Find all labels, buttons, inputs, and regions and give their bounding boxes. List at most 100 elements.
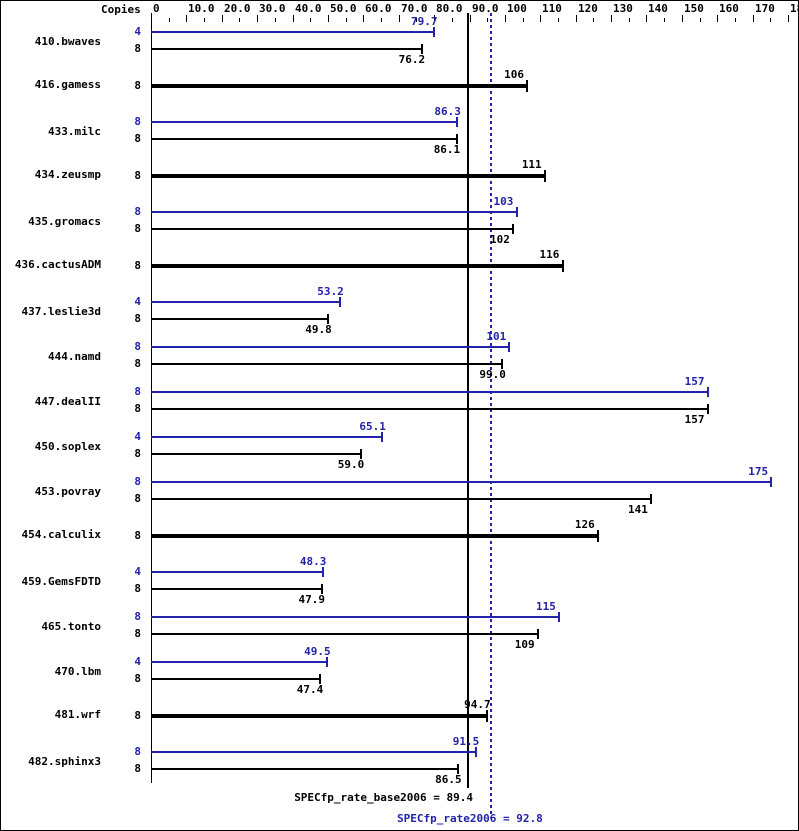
axis-tick-minor <box>239 18 240 22</box>
bar-value-label-peak: 65.1 <box>359 420 386 433</box>
bar-value-label-peak: 79.7 <box>411 15 438 28</box>
axis-tick-label: 40.0 <box>295 2 322 15</box>
axis-tick-label: 10.0 <box>188 2 215 15</box>
axis-tick-minor <box>169 18 170 22</box>
axis-tick-label: 100 <box>507 2 527 15</box>
bar-value-label-peak: 49.5 <box>304 645 331 658</box>
axis-tick-major <box>611 15 612 22</box>
bar-value-label-base: 99.0 <box>479 368 506 381</box>
row-axis-tick <box>151 386 152 415</box>
benchmark-name: 435.gromacs <box>28 215 101 228</box>
bar-value-label-peak: 53.2 <box>317 285 344 298</box>
bar-value-label-base: 116 <box>539 248 560 261</box>
bar-endcap-base <box>421 44 423 54</box>
axis-tick-minor <box>770 18 771 22</box>
copies-value-base: 8 <box>134 222 141 235</box>
result-bar-base <box>151 138 456 140</box>
axis-tick-label: 70.0 <box>401 2 428 15</box>
bar-endcap-base <box>327 314 329 324</box>
bar-endcap-peak <box>339 297 341 307</box>
result-bar-base <box>151 678 319 680</box>
copies-value-peak: 4 <box>134 430 141 443</box>
axis-tick-label: 50.0 <box>330 2 357 15</box>
axis-tick-label: 120 <box>578 2 598 15</box>
result-bar-base <box>151 498 650 500</box>
axis-tick-major <box>328 15 329 22</box>
benchmark-name: 482.sphinx3 <box>28 755 101 768</box>
row-axis-tick <box>151 746 152 775</box>
copies-value-base: 8 <box>134 259 141 272</box>
bar-endcap-base <box>562 260 564 272</box>
axis-tick-label: 30.0 <box>259 2 286 15</box>
benchmark-name: 437.leslie3d <box>21 305 101 318</box>
benchmark-name: 410.bwaves <box>34 35 101 48</box>
result-bar-base <box>151 84 526 88</box>
axis-tick-minor <box>664 18 665 22</box>
result-bar-peak <box>151 481 770 483</box>
bar-value-label-base: 141 <box>627 503 648 516</box>
benchmark-name: 459.GemsFDTD <box>21 575 101 588</box>
axis-tick-major <box>151 15 152 22</box>
axis-tick-major <box>257 15 258 22</box>
benchmark-name: 481.wrf <box>54 708 101 721</box>
result-bar-peak <box>151 121 456 123</box>
copies-value-peak: 4 <box>134 295 141 308</box>
row-axis-tick <box>151 341 152 370</box>
axis-tick-label: 130 <box>613 2 633 15</box>
copies-value-base: 8 <box>134 582 141 595</box>
result-bar-base <box>151 174 544 178</box>
result-bar-base <box>151 534 597 538</box>
axis-tick-major <box>222 15 223 22</box>
copies-value-peak: 8 <box>134 745 141 758</box>
axis-tick-minor <box>204 18 205 22</box>
bar-value-label-base: 76.2 <box>398 53 426 66</box>
copies-value-base: 8 <box>134 762 141 775</box>
result-bar-base <box>151 48 421 50</box>
bar-endcap-peak <box>558 612 560 622</box>
result-bar-base <box>151 453 360 455</box>
axis-tick-label: 60.0 <box>365 2 392 15</box>
axis-tick-major <box>470 15 471 22</box>
bar-endcap-peak <box>322 567 324 577</box>
copies-column-header: Copies <box>101 3 141 16</box>
benchmark-name: 444.namd <box>48 350 101 363</box>
axis-tick-minor <box>558 18 559 22</box>
axis-tick-label: 20.0 <box>224 2 251 15</box>
bar-endcap-peak <box>707 387 709 397</box>
benchmark-name: 447.dealII <box>34 395 101 408</box>
benchmark-name: 454.calculix <box>21 528 101 541</box>
result-bar-peak <box>151 571 322 573</box>
bar-value-label-base: 126 <box>574 518 595 531</box>
bar-value-label-peak: 115 <box>535 600 556 613</box>
bar-endcap-base <box>707 404 709 414</box>
bar-endcap-base <box>321 584 323 594</box>
bar-endcap-base <box>360 449 362 459</box>
bar-value-label-base: 102 <box>489 233 510 246</box>
result-bar-base <box>151 633 537 635</box>
row-axis-tick <box>151 431 152 460</box>
result-bar-peak <box>151 346 508 348</box>
result-bar-base <box>151 714 486 718</box>
result-bar-base <box>151 768 457 770</box>
row-axis-tick <box>151 206 152 235</box>
result-bar-peak <box>151 391 707 393</box>
copies-value-base: 8 <box>134 492 141 505</box>
copies-value-peak: 8 <box>134 475 141 488</box>
benchmark-name: 436.cactusADM <box>14 258 101 271</box>
copies-value-base: 8 <box>134 447 141 460</box>
bar-endcap-peak <box>381 432 383 442</box>
bar-endcap-peak <box>475 747 477 757</box>
result-bar-peak <box>151 661 326 663</box>
bar-endcap-base <box>319 674 321 684</box>
copies-value-base: 8 <box>134 312 141 325</box>
axis-tick-label: 110 <box>542 2 562 15</box>
copies-value-peak: 4 <box>134 655 141 668</box>
copies-value-base: 8 <box>134 132 141 145</box>
axis-tick-label: 170 <box>755 2 775 15</box>
result-bar-base <box>151 228 512 230</box>
axis-tick-major <box>399 15 400 22</box>
copies-value-peak: 8 <box>134 205 141 218</box>
result-bar-peak <box>151 436 381 438</box>
base-reference-line <box>467 13 469 788</box>
bar-endcap-peak <box>326 657 328 667</box>
